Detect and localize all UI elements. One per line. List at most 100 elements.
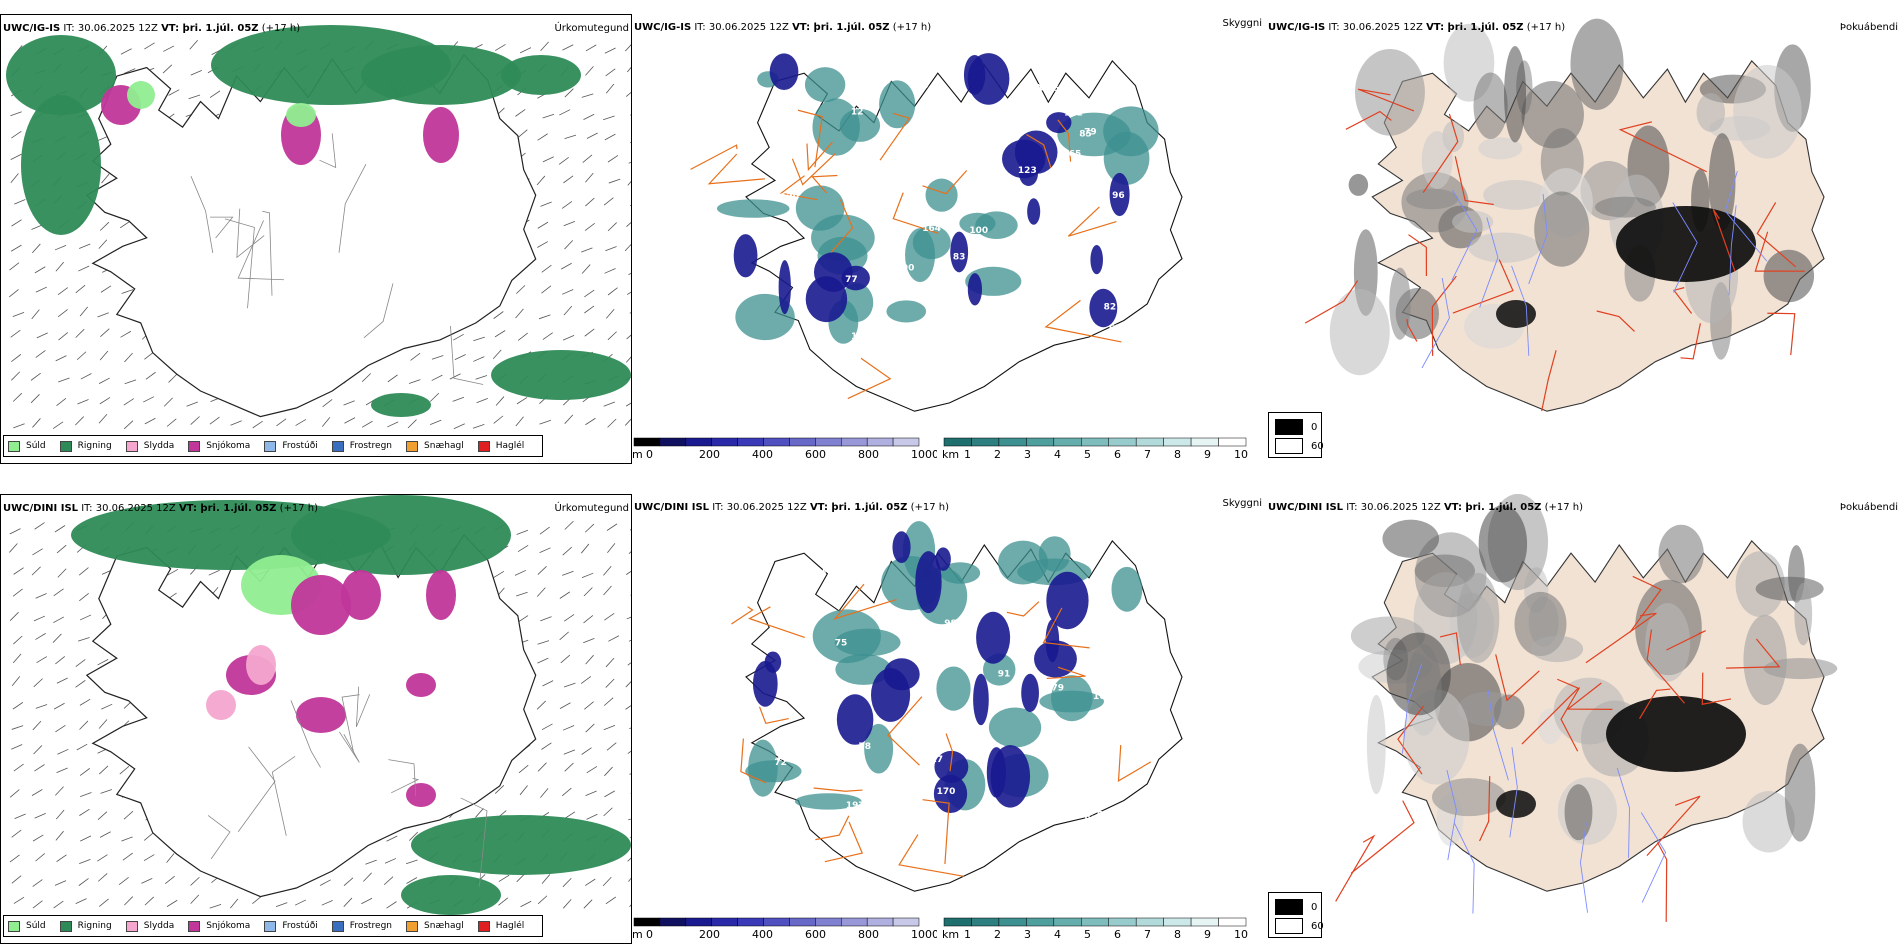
- fog-legend-label: 0: [1311, 901, 1318, 913]
- ceiling-value-label: 78: [859, 742, 872, 752]
- road: [1452, 259, 1514, 314]
- model-name: UWC/IG-IS: [634, 22, 692, 33]
- wind-barb: [541, 264, 552, 273]
- wind-barb: [143, 854, 155, 862]
- wind-barb: [630, 836, 631, 838]
- wind-barb: [386, 835, 398, 842]
- wind-barb: [321, 417, 331, 427]
- wind-barb: [624, 244, 631, 252]
- wind-barb: [627, 181, 631, 186]
- wind-barb: [624, 418, 631, 426]
- fog-shade: [1708, 133, 1736, 231]
- road: [1754, 231, 1805, 272]
- wind-barb: [605, 657, 615, 668]
- wind-barb: [585, 878, 596, 886]
- wind-barb: [144, 417, 156, 425]
- wind-barb: [344, 417, 356, 424]
- fog-shade: [1564, 784, 1593, 841]
- ceiling-value-label: 123: [1018, 166, 1037, 176]
- wind-barb: [209, 90, 221, 98]
- wind-barb: [604, 766, 613, 777]
- vt-label: VT: þri. 1.júl. 05Z: [792, 22, 890, 33]
- colorbar-tick: 3: [1024, 448, 1031, 461]
- wind-barb: [626, 291, 631, 295]
- fog-shade: [1382, 519, 1440, 558]
- wind-barb: [383, 876, 394, 886]
- road: [290, 700, 321, 768]
- wind-barb: [365, 859, 377, 865]
- wind-barb: [561, 289, 574, 295]
- ceiling-value-label: 66: [841, 779, 854, 789]
- ceiling-colorbar: m 0 200 400 600 800 1000: [632, 917, 937, 941]
- fog-swatch-0: [1275, 899, 1303, 915]
- colorbar-segment: [1081, 437, 1109, 447]
- colorbar-segment: [815, 437, 842, 447]
- precip-area: [401, 875, 501, 915]
- colorbar-segment: [892, 437, 920, 447]
- ceiling-value-label: 190: [896, 264, 915, 274]
- ceiling-value-label: 101: [1064, 109, 1083, 119]
- fog-legend-row2: 0 60: [1268, 892, 1324, 938]
- road: [1406, 319, 1418, 342]
- wind-barb: [75, 898, 87, 904]
- wind-barb: [31, 566, 41, 576]
- wind-barb: [517, 615, 529, 623]
- wind-barb: [495, 396, 505, 406]
- variable-label: Skyggni: [1222, 498, 1262, 509]
- precip-legend-label: Frostregn: [349, 441, 393, 451]
- it-label: IT: 30.06.2025 12Z: [63, 23, 158, 34]
- road: [224, 218, 255, 309]
- precip-area: [291, 575, 351, 635]
- wind-barb: [537, 640, 550, 645]
- fog-shade: [1401, 172, 1469, 233]
- road: [1057, 119, 1072, 162]
- wind-barb: [99, 350, 109, 361]
- ceiling-value-label: 117: [924, 755, 943, 765]
- road: [791, 153, 836, 186]
- wind-barb: [540, 41, 549, 52]
- wind-barb: [627, 662, 631, 666]
- wind-barb: [78, 265, 90, 272]
- wind-barb: [562, 546, 572, 556]
- road: [339, 731, 360, 763]
- wind-barb: [54, 880, 67, 886]
- precip-legend-swatch: [331, 920, 344, 932]
- wind-barb: [11, 875, 22, 884]
- precip-area: [246, 645, 276, 685]
- ceiling-value-label: 169: [1093, 692, 1112, 702]
- wind-barb: [56, 544, 67, 554]
- wind-barb: [12, 653, 22, 664]
- wind-barb: [562, 335, 575, 341]
- wind-barb: [560, 654, 571, 664]
- wind-barb: [14, 813, 26, 819]
- wind-barb: [124, 352, 133, 363]
- road: [319, 133, 337, 169]
- colorbar-segment: [1026, 437, 1055, 447]
- precip-legend-swatch: [477, 440, 490, 452]
- road: [832, 583, 897, 621]
- wind-barb: [144, 896, 154, 906]
- precip-legend-item: Slydda: [125, 440, 174, 452]
- ceiling-area: [752, 660, 778, 707]
- wind-barb: [541, 742, 552, 750]
- ceiling-value-label: 125: [994, 114, 1013, 124]
- wind-barb: [537, 657, 549, 664]
- precip-legend-swatch: [188, 920, 201, 932]
- wind-barb: [120, 330, 132, 338]
- vt-label: VT: þri. 1.júl. 05Z: [161, 23, 259, 34]
- fog-shade: [1389, 267, 1411, 340]
- wind-barb: [343, 400, 355, 406]
- wind-barb: [11, 371, 21, 381]
- wind-barb: [584, 523, 595, 533]
- colorbar-segment: [711, 437, 738, 447]
- fog-core: [1616, 206, 1756, 282]
- wind-barb: [541, 285, 552, 294]
- wind-barb: [539, 526, 550, 535]
- colorbar-segment: [998, 917, 1027, 927]
- wind-barb: [387, 421, 399, 428]
- river: [1640, 812, 1667, 903]
- wind-barb: [75, 659, 86, 668]
- road: [1304, 280, 1359, 324]
- fog-shade: [1473, 72, 1508, 139]
- ceiling-value-label: 79: [1084, 127, 1097, 137]
